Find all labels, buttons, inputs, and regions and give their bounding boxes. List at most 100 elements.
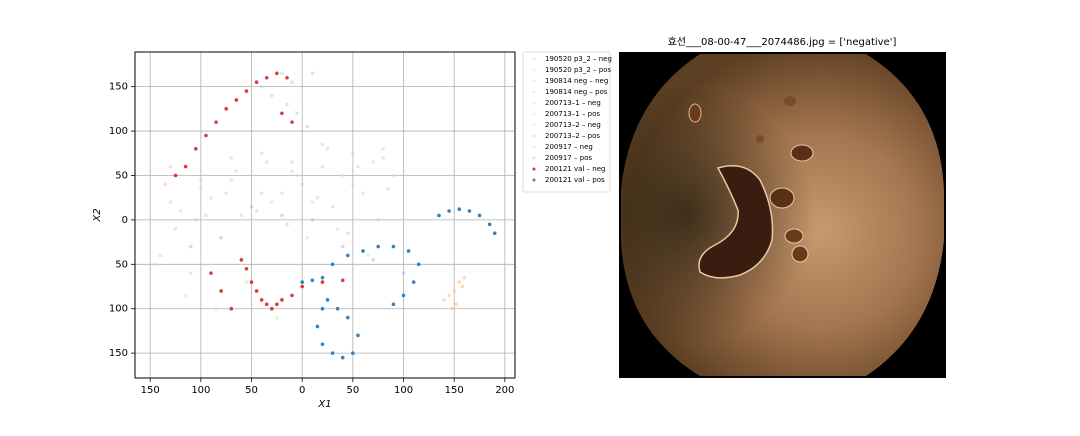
legend-label: 190520 p3_2 – pos bbox=[545, 66, 611, 74]
legend-marker bbox=[532, 156, 536, 160]
scatter-point bbox=[234, 98, 239, 102]
scatter-point bbox=[209, 271, 213, 275]
scatter-point bbox=[371, 258, 375, 262]
scatter-point bbox=[199, 186, 203, 191]
endoscopy-image bbox=[619, 52, 946, 378]
y-tick-label: 100 bbox=[109, 304, 128, 315]
scatter-point bbox=[361, 191, 365, 196]
scatter-point bbox=[290, 80, 294, 85]
scatter-point bbox=[259, 151, 264, 156]
scatter-point bbox=[249, 204, 254, 209]
scatter-point bbox=[437, 213, 441, 218]
scatter-point bbox=[219, 235, 223, 240]
x-tick-label: 150 bbox=[445, 385, 464, 396]
scatter-point bbox=[229, 178, 234, 182]
y-tick-label: 50 bbox=[115, 259, 128, 270]
scatter-point bbox=[376, 244, 381, 249]
scatter-point bbox=[264, 302, 269, 307]
scatter-point bbox=[376, 218, 381, 222]
scatter-point bbox=[275, 315, 279, 320]
scatter-point bbox=[335, 306, 340, 311]
scatter-point bbox=[229, 306, 234, 311]
legend-marker bbox=[532, 79, 536, 83]
scatter-point bbox=[229, 155, 234, 160]
x-tick-label: 100 bbox=[191, 385, 210, 396]
x-tick-label: 0 bbox=[299, 385, 305, 396]
scatter-point bbox=[366, 253, 370, 258]
scatter-point bbox=[270, 306, 274, 311]
scatter-point bbox=[325, 298, 330, 302]
scatter-point bbox=[340, 244, 345, 249]
legend-label: 200917 – pos bbox=[545, 154, 592, 162]
scatter-point bbox=[452, 289, 457, 293]
scatter-point bbox=[335, 226, 340, 231]
scatter-point bbox=[224, 107, 228, 111]
scatter-point bbox=[188, 244, 193, 249]
legend-marker bbox=[532, 134, 536, 138]
scatter-point bbox=[401, 271, 406, 275]
scatter-point bbox=[290, 169, 294, 173]
x-tick-label: 50 bbox=[245, 385, 258, 396]
scatter-point bbox=[295, 111, 299, 116]
scatter-point bbox=[492, 231, 497, 236]
scatter-point bbox=[406, 249, 411, 253]
scatter-point bbox=[300, 182, 305, 187]
legend-marker bbox=[532, 145, 536, 149]
scatter-point bbox=[290, 293, 294, 298]
y-tick-label: 100 bbox=[109, 126, 128, 137]
scatter-point bbox=[239, 213, 244, 218]
scatter-point bbox=[173, 226, 178, 231]
scatter-point bbox=[320, 142, 325, 147]
scatter-point bbox=[249, 280, 254, 284]
scatter-point bbox=[280, 71, 284, 76]
legend-label: 190814 neg – pos bbox=[545, 88, 608, 96]
scatter-point bbox=[244, 266, 249, 271]
scatter-point bbox=[219, 289, 223, 293]
scatter-point bbox=[270, 93, 274, 98]
scatter-point bbox=[168, 164, 173, 169]
scatter-point bbox=[330, 262, 335, 267]
plot-area bbox=[135, 52, 515, 378]
scatter-point bbox=[320, 306, 325, 311]
legend-marker bbox=[532, 178, 536, 182]
y-tick-label: 0 bbox=[122, 215, 128, 226]
scatter-point bbox=[300, 280, 305, 284]
legend-marker bbox=[532, 101, 536, 105]
scatter-point bbox=[346, 231, 350, 236]
scatter-point bbox=[411, 280, 416, 284]
legend-label: 200121 val – neg bbox=[545, 165, 605, 173]
scatter-point bbox=[320, 342, 325, 347]
scatter-point bbox=[351, 182, 355, 187]
scatter-point bbox=[320, 275, 325, 280]
scatter-point bbox=[447, 293, 451, 298]
scatter-point bbox=[356, 164, 360, 169]
scatter-point bbox=[310, 278, 315, 283]
scatter-point bbox=[270, 200, 274, 204]
scatter-point bbox=[249, 302, 254, 307]
scatter-point bbox=[264, 75, 269, 80]
legend-marker bbox=[532, 90, 536, 94]
scatter-point bbox=[346, 253, 350, 258]
scatter-point bbox=[361, 249, 365, 253]
scatter-point bbox=[305, 124, 310, 129]
scatter-point bbox=[285, 102, 289, 107]
scatter-point bbox=[275, 302, 279, 307]
scatter-point bbox=[477, 213, 482, 218]
scatter-point bbox=[325, 147, 330, 151]
image-title: 효선___08-00-47___2074486.jpg = ['negative… bbox=[668, 36, 897, 48]
scatter-point bbox=[340, 278, 345, 283]
scatter-point bbox=[346, 315, 350, 320]
y-axis-label: X2 bbox=[92, 208, 103, 222]
legend-marker bbox=[532, 57, 536, 61]
scatter-point bbox=[280, 191, 284, 196]
scatter-point bbox=[214, 306, 218, 311]
y-tick-label: 150 bbox=[109, 348, 128, 359]
scatter-point bbox=[280, 298, 284, 302]
scatter-point bbox=[300, 284, 305, 289]
y-tick-label: 150 bbox=[109, 82, 128, 93]
legend-marker bbox=[532, 112, 536, 116]
scatter-point bbox=[183, 164, 188, 169]
scatter-point bbox=[416, 262, 421, 267]
y-tick-label: 50 bbox=[115, 170, 128, 181]
scatter-point bbox=[457, 280, 462, 284]
